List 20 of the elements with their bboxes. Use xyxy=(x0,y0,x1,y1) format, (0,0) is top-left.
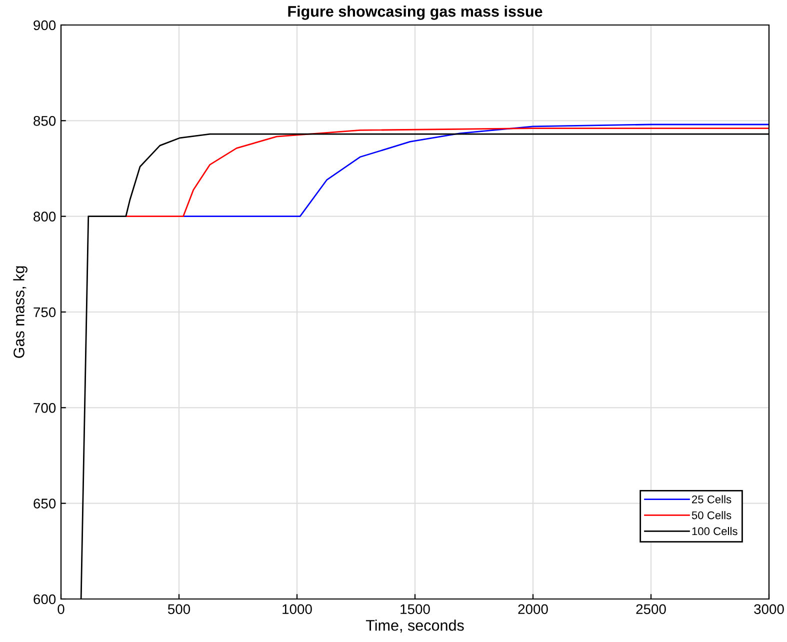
x-tick-label: 3000 xyxy=(754,604,784,614)
chart-title: Figure showcasing gas mass issue xyxy=(288,6,542,20)
y-tick-label: 650 xyxy=(34,498,56,509)
legend-label: 25 Cells xyxy=(692,495,732,504)
y-tick-label: 750 xyxy=(34,307,56,318)
y-tick-label: 900 xyxy=(34,20,56,30)
x-tick-label: 2500 xyxy=(636,604,666,614)
y-tick-label: 600 xyxy=(34,594,56,604)
legend-label: 100 Cells xyxy=(692,526,738,536)
x-tick-label: 1000 xyxy=(282,604,312,614)
x-tick-label: 1500 xyxy=(400,604,430,614)
x-tick-label: 500 xyxy=(168,604,190,614)
legend-label: 50 Cells xyxy=(692,511,732,520)
x-axis-title: Time, seconds xyxy=(366,620,464,633)
x-tick-label: 0 xyxy=(58,604,64,614)
x-tick-label: 2000 xyxy=(518,604,548,614)
y-tick-label: 850 xyxy=(34,116,56,126)
y-tick-label: 800 xyxy=(34,212,56,222)
y-tick-label: 700 xyxy=(34,403,56,413)
y-axis-title: Gas mass, kg xyxy=(13,266,28,358)
